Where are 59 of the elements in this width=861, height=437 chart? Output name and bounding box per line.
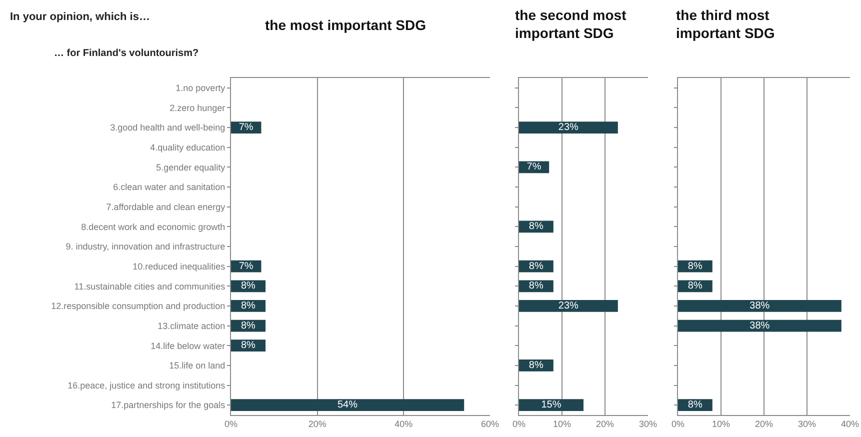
x-tick-label: 40%	[840, 418, 860, 429]
y-tick-label: 15.life on land	[169, 360, 226, 371]
text: … for Finland's voluntourism?	[54, 48, 199, 59]
y-tick-label: 11.sustainable cities and communities	[74, 281, 226, 292]
data-label: 23%	[558, 122, 579, 134]
data-label: 7%	[238, 122, 254, 134]
x-tick-label: 20%	[754, 418, 774, 429]
y-tick-label: 10.reduced inequalities	[132, 261, 226, 272]
data-label: 8%	[240, 280, 256, 292]
data-label: 8%	[688, 280, 702, 292]
data-label: 8%	[240, 300, 256, 312]
y-tick-label: 13.climate action	[158, 320, 226, 331]
x-tick-label: 20%	[596, 418, 614, 429]
y-tick-label: 8.decent work and economic growth	[81, 222, 226, 232]
data-label: 38%	[750, 320, 770, 332]
data-label: 8%	[240, 340, 256, 352]
y-tick-label: 7.affordable and clean energy	[106, 202, 226, 212]
x-tick-label: 0%	[224, 418, 238, 429]
bar	[519, 122, 618, 134]
bar	[231, 399, 464, 412]
data-label: 7%	[526, 162, 542, 173]
x-tick-label: 60%	[480, 418, 500, 429]
y-tick-label: 14.life below water	[150, 340, 226, 351]
data-label: 54%	[337, 400, 358, 411]
data-label: 7%	[238, 260, 254, 272]
x-tick-label: 20%	[308, 418, 326, 429]
y-tick-label: 12.responsible consumption and production	[51, 301, 226, 312]
data-label: 23%	[558, 300, 579, 312]
x-tick-label: 10%	[712, 418, 730, 429]
chart-title: the most important SDG	[265, 16, 426, 33]
data-label: 8%	[240, 320, 256, 332]
data-label: 8%	[528, 360, 544, 371]
y-tick-label: 5.gender equality	[156, 162, 226, 172]
data-label: 8%	[688, 260, 702, 272]
y-tick-label: 1.no poverty	[176, 83, 226, 94]
y-tick-label: 3.good health and well-being	[110, 122, 226, 133]
y-tick-label: 4.quality education	[150, 142, 226, 153]
y-tick-label: 2.zero hunger	[170, 102, 226, 113]
x-tick-label: 0%	[671, 418, 685, 429]
bar	[519, 300, 618, 312]
y-tick-label: 16.peace, justice and strong institutions	[68, 380, 226, 390]
chart-title: the second most important SDG	[515, 7, 627, 42]
data-label: 8%	[528, 221, 544, 232]
x-tick-label: 0%	[512, 418, 526, 429]
data-label: 15%	[541, 400, 562, 411]
data-label: 8%	[688, 400, 702, 411]
data-label: 8%	[528, 260, 544, 272]
x-tick-label: 10%	[552, 418, 572, 429]
x-tick-label: 40%	[394, 418, 413, 429]
x-tick-label: 30%	[638, 418, 658, 429]
x-tick-label: 30%	[798, 418, 816, 429]
y-tick-label: 9. industry, innovation and infrastructure	[66, 242, 226, 252]
bar	[519, 399, 584, 412]
text: In your opinion, which is…	[10, 11, 150, 23]
y-tick-label: 17.partnerships for the goals	[111, 400, 226, 410]
data-label: 38%	[750, 300, 770, 312]
data-label: 8%	[528, 280, 544, 292]
chart-title: the third most important SDG	[676, 7, 775, 42]
y-tick-label: 6.clean water and sanitation	[113, 182, 226, 192]
